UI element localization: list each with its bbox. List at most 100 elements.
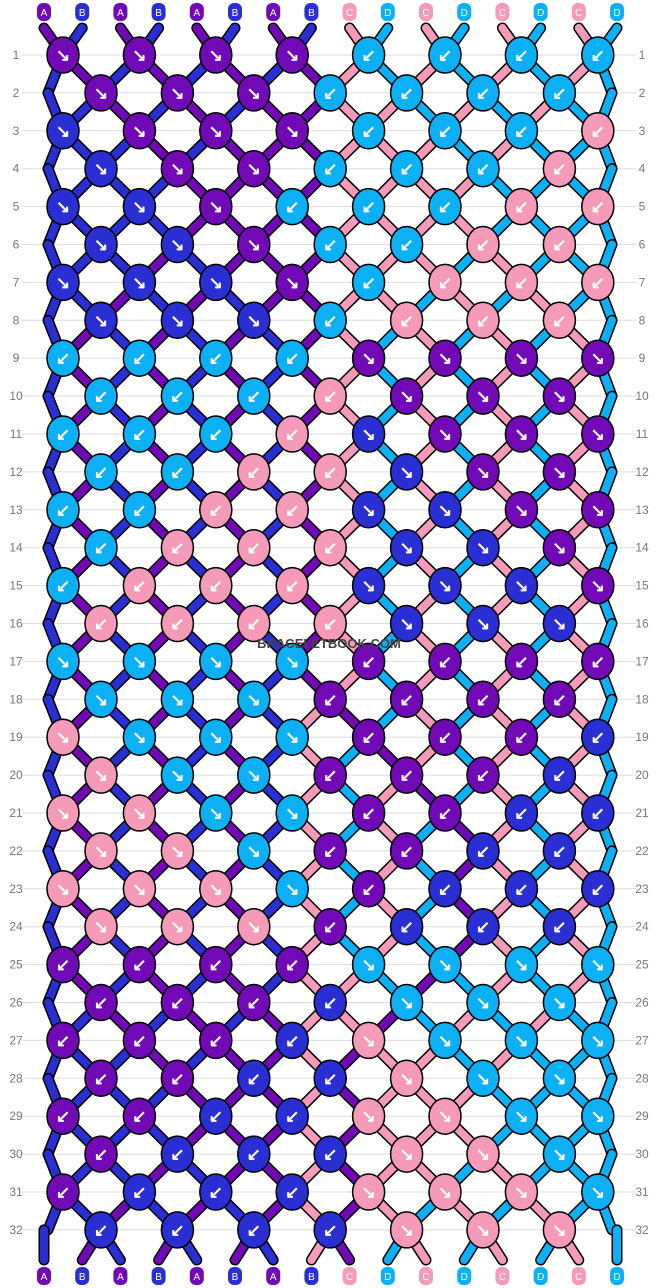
row-number-left: 7 (13, 275, 20, 289)
knot (199, 718, 233, 756)
row-number-right: 4 (639, 162, 646, 176)
knot-arrow: ↙ (209, 1107, 223, 1126)
knot (542, 1059, 577, 1098)
knot-arrow: ↙ (94, 539, 108, 558)
knot-arrow: ↘ (94, 918, 108, 937)
knot (351, 945, 386, 984)
knot (237, 1135, 271, 1173)
knot-arrow: ↙ (552, 918, 566, 937)
knot (389, 149, 424, 188)
knot (122, 112, 157, 150)
knot (389, 756, 424, 794)
knot (389, 225, 424, 264)
knot-arrow: ↘ (476, 387, 490, 406)
knot-arrow: ↘ (285, 46, 299, 65)
knot (428, 1097, 462, 1135)
knot-arrow: ↘ (476, 1221, 490, 1240)
knot-arrow: ↘ (552, 615, 566, 634)
knot-arrow: ↙ (94, 1221, 108, 1240)
knot (46, 642, 80, 681)
knot (46, 112, 80, 150)
knot (313, 907, 347, 946)
knot-arrow: ↙ (170, 1145, 184, 1164)
knot-arrow: ↙ (323, 615, 337, 634)
knot-arrow: ↙ (285, 425, 299, 444)
knot (504, 263, 539, 302)
knot-arrow: ↘ (438, 1031, 452, 1050)
string-end-bottom (495, 1267, 510, 1285)
knot-arrow: ↘ (591, 501, 605, 520)
knot-arrow: ↘ (361, 1031, 375, 1050)
knot (351, 1097, 386, 1135)
knot (237, 756, 271, 794)
knot (351, 491, 386, 529)
string-label-top: A (41, 8, 48, 19)
knot-arrow: ↙ (247, 615, 261, 634)
knot-arrow: ↙ (591, 273, 605, 292)
row-number-left: 20 (9, 768, 23, 782)
knot (313, 832, 347, 870)
knot-arrow: ↙ (438, 880, 452, 899)
knot (237, 377, 271, 415)
knot-arrow: ↙ (323, 918, 337, 937)
knot-arrow: ↘ (285, 880, 299, 899)
string-label-top: D (461, 8, 468, 19)
knot-arrow: ↘ (399, 387, 413, 406)
knot (466, 1135, 500, 1173)
knot (122, 945, 157, 984)
knot-arrow: ↘ (209, 122, 223, 141)
knot (313, 301, 347, 340)
knot (389, 680, 424, 719)
knot (466, 680, 500, 719)
watermark: BRACELETBOOK.COM (257, 636, 401, 651)
knot-arrow: ↙ (247, 1069, 261, 1088)
knot-arrow: ↘ (476, 994, 490, 1013)
knot-arrow: ↙ (170, 539, 184, 558)
knot (428, 642, 462, 681)
knot (466, 453, 500, 491)
string-label-bottom: B (232, 1272, 239, 1283)
knot-arrow: ↘ (56, 198, 70, 217)
knot-arrow: ↙ (170, 615, 184, 634)
knot-arrow: ↘ (438, 1183, 452, 1202)
knot (122, 718, 157, 756)
knot (275, 415, 309, 453)
knot-arrow: ↙ (399, 84, 413, 103)
knot-arrow: ↘ (247, 84, 261, 103)
knot-arrow: ↙ (285, 501, 299, 520)
knot-arrow: ↙ (132, 577, 146, 596)
knot-arrow: ↙ (438, 804, 452, 823)
knot (428, 263, 462, 302)
knot-arrow: ↙ (323, 160, 337, 179)
knot-arrow: ↙ (476, 311, 490, 330)
knot (199, 36, 233, 74)
knot (542, 528, 577, 567)
knot-arrow: ↘ (94, 842, 108, 861)
knot-arrow: ↙ (94, 615, 108, 634)
knot (351, 794, 386, 832)
row-number-right: 17 (635, 654, 649, 668)
knot (313, 225, 347, 264)
knot (428, 1021, 462, 1060)
knot-arrow: ↘ (514, 577, 528, 596)
knot-arrow: ↘ (247, 160, 261, 179)
knot (46, 945, 80, 984)
knot-arrow: ↘ (552, 387, 566, 406)
string-label-top: C (575, 8, 582, 19)
row-number-right: 10 (635, 389, 649, 403)
knot (84, 1059, 118, 1098)
knot-arrow: ↙ (285, 1031, 299, 1050)
knot-arrow: ↘ (247, 842, 261, 861)
knot-arrow: ↘ (132, 728, 146, 747)
knot-arrow: ↙ (476, 766, 490, 785)
string-end-top (342, 3, 357, 21)
knot (313, 680, 347, 719)
knot-arrow: ↘ (476, 1069, 490, 1088)
knot-arrow: ↘ (94, 236, 108, 255)
string-end-bottom (75, 1267, 90, 1285)
knot (46, 36, 80, 74)
knot-arrow: ↙ (247, 387, 261, 406)
string-label-top: C (346, 8, 353, 19)
row-number-right: 13 (635, 503, 649, 517)
knot (237, 604, 271, 643)
